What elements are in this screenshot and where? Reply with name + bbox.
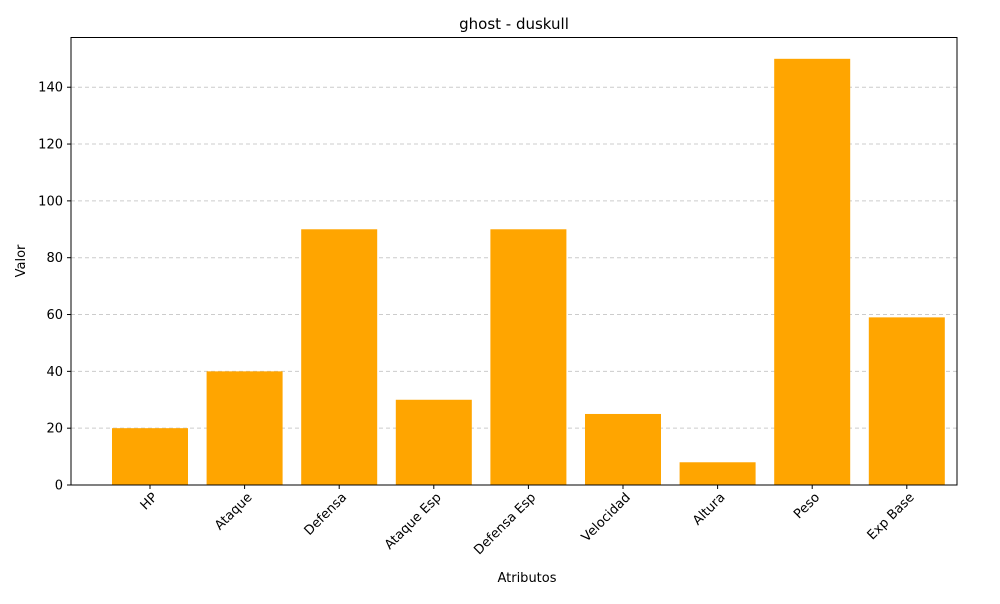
y-tick-label: 100 (38, 194, 63, 209)
y-tick-label: 20 (46, 422, 63, 437)
bar-altura (679, 462, 756, 485)
bars-layer (112, 58, 945, 486)
y-tick-label: 40 (46, 365, 63, 380)
bar-peso (774, 58, 851, 486)
bar-defensa-esp (490, 229, 567, 485)
y-tick-label: 80 (46, 251, 63, 266)
y-tick-label: 0 (55, 479, 63, 494)
bar-defensa (301, 229, 378, 485)
chart-title: ghost - duskull (459, 15, 569, 33)
plot-frame (70, 37, 958, 486)
y-axis-label: Valor (14, 244, 29, 277)
y-tick-label: 120 (38, 138, 63, 153)
x-axis-label: Atributos (497, 571, 556, 586)
y-axis: 0 20 40 60 80 100 120 140 (38, 81, 71, 494)
bar-ataque-esp (395, 399, 472, 485)
bar-exp-base (868, 317, 945, 485)
y-tick-label: 140 (38, 81, 63, 96)
y-tick-label: 60 (46, 308, 63, 323)
bar-ataque (206, 371, 283, 485)
bar-hp (112, 428, 188, 485)
bar-velocidad (585, 413, 661, 485)
